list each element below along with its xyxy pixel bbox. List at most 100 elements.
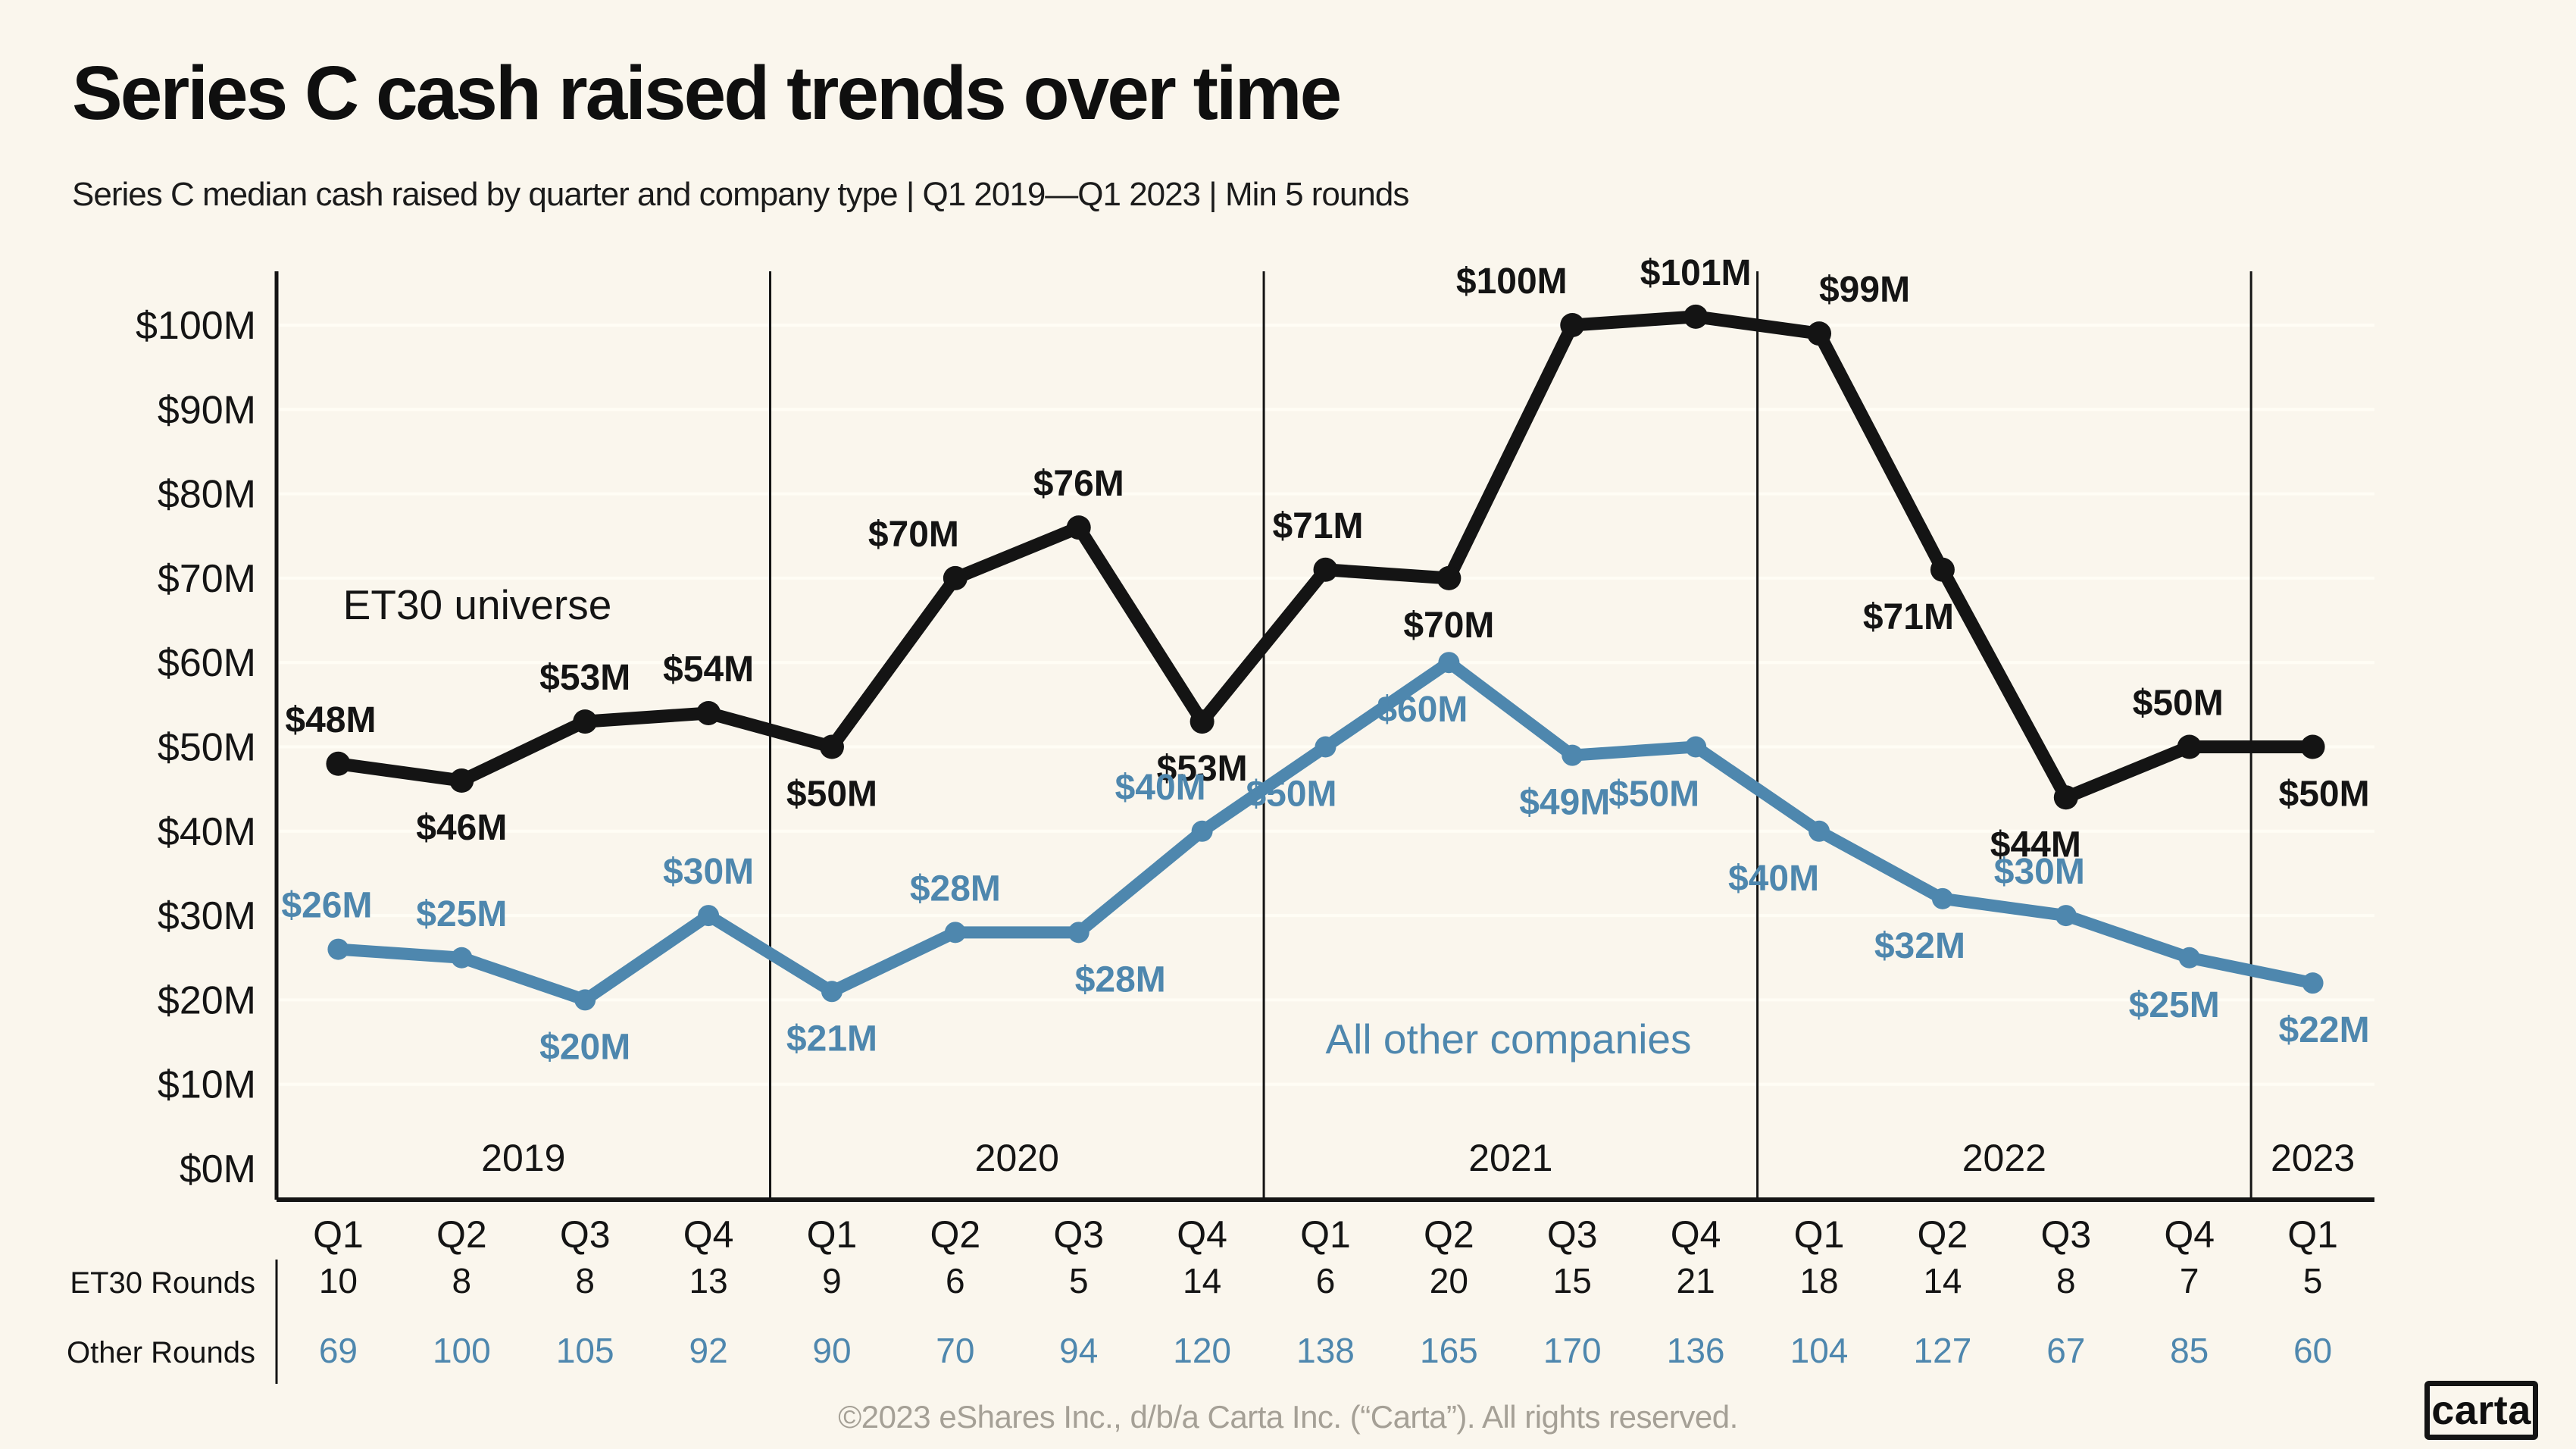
table-cell: 6 (946, 1261, 965, 1300)
page-subtitle: Series C median cash raised by quarter a… (72, 176, 1409, 213)
y-tick-label: $100M (136, 304, 256, 348)
table-row-label: Other Rounds (67, 1336, 255, 1369)
data-point (1191, 820, 1213, 842)
value-label: $101M (1640, 253, 1752, 293)
value-label: $20M (539, 1027, 630, 1067)
table-cell: 105 (556, 1331, 614, 1370)
year-label: 2019 (481, 1137, 565, 1179)
y-tick-label: $70M (158, 557, 256, 601)
value-label: $99M (1819, 270, 1910, 310)
value-label: $30M (663, 852, 754, 892)
table-cell: 90 (812, 1331, 851, 1370)
table-cell: 92 (689, 1331, 728, 1370)
value-label: $40M (1728, 859, 1819, 899)
value-label: $48M (285, 700, 376, 740)
data-point (2178, 947, 2200, 969)
table-cell: 15 (1553, 1261, 1592, 1300)
table-cell: 9 (822, 1261, 842, 1300)
series-name-label: All other companies (1325, 1016, 1691, 1062)
x-tick-label: Q2 (930, 1213, 981, 1256)
y-tick-label: $90M (158, 388, 256, 432)
data-point (1685, 736, 1707, 758)
data-point (698, 905, 720, 927)
table-cell: 120 (1173, 1331, 1231, 1370)
x-tick-label: Q1 (2287, 1213, 2338, 1256)
value-label: $54M (663, 649, 754, 690)
data-point (1930, 557, 1955, 582)
data-point (1190, 709, 1215, 734)
value-label: $70M (868, 515, 959, 555)
data-point (1562, 744, 1583, 766)
value-label: $21M (786, 1019, 877, 1059)
value-label: $71M (1272, 506, 1363, 546)
carta-logo-text: carta (2431, 1388, 2531, 1433)
data-point (696, 700, 721, 725)
x-tick-label: Q2 (436, 1213, 487, 1256)
table-cell: 18 (1799, 1261, 1838, 1300)
x-tick-label: Q2 (1918, 1213, 1968, 1256)
data-point (944, 922, 966, 944)
table-cell: 8 (2056, 1261, 2076, 1300)
data-point (1068, 922, 1089, 944)
carta-logo: carta (2424, 1381, 2538, 1440)
table-cell: 6 (1316, 1261, 1336, 1300)
x-tick-label: Q4 (1177, 1213, 1227, 1256)
value-label: $50M (786, 775, 877, 815)
y-tick-label: $50M (158, 726, 256, 770)
series-name-label: ET30 universe (343, 581, 612, 628)
page-title: Series C cash raised trends over time (72, 51, 1342, 136)
y-tick-label: $10M (158, 1063, 256, 1107)
value-label: $28M (910, 868, 1001, 909)
table-cell: 127 (1914, 1331, 1972, 1370)
data-point (326, 751, 351, 776)
x-tick-label: Q1 (807, 1213, 858, 1256)
value-label: $76M (1033, 464, 1124, 504)
x-tick-label: Q1 (313, 1213, 364, 1256)
table-cell: 8 (575, 1261, 595, 1300)
x-tick-label: Q4 (2164, 1213, 2215, 1256)
table-cell: 21 (1677, 1261, 1715, 1300)
y-tick-label: $60M (158, 641, 256, 685)
data-point (573, 709, 598, 734)
value-label: $50M (2279, 775, 2370, 815)
data-point (819, 734, 844, 759)
value-label: $30M (1994, 852, 2085, 892)
value-label: $32M (1874, 926, 1965, 966)
value-label: $50M (1246, 775, 1336, 815)
data-point (2053, 785, 2078, 810)
year-label: 2023 (2271, 1137, 2355, 1179)
value-label: $28M (1075, 959, 1166, 1000)
table-row-label: ET30 Rounds (70, 1266, 255, 1300)
table-cell: 67 (2046, 1331, 2085, 1370)
data-point (2302, 972, 2324, 994)
table-cell: 20 (1430, 1261, 1468, 1300)
table-cell: 165 (1420, 1331, 1478, 1370)
x-tick-label: Q1 (1300, 1213, 1351, 1256)
table-cell: 5 (1069, 1261, 1089, 1300)
table-cell: 136 (1667, 1331, 1725, 1370)
x-tick-label: Q3 (560, 1213, 611, 1256)
data-point (821, 981, 843, 1003)
x-tick-label: Q4 (1671, 1213, 1721, 1256)
value-label: $53M (539, 658, 630, 698)
year-label: 2022 (1962, 1137, 2046, 1179)
y-tick-label: $20M (158, 978, 256, 1022)
table-cell: 60 (2293, 1331, 2332, 1370)
value-label: $44M (1990, 825, 2081, 865)
table-cell: 13 (689, 1261, 728, 1300)
table-cell: 7 (2180, 1261, 2199, 1300)
x-tick-label: Q3 (1547, 1213, 1598, 1256)
value-label: $60M (1377, 690, 1468, 730)
data-point (1438, 652, 1460, 674)
table-cell: 8 (452, 1261, 472, 1300)
data-point (1436, 565, 1462, 590)
value-label: $100M (1456, 261, 1568, 302)
x-tick-label: Q3 (1053, 1213, 1104, 1256)
table-cell: 69 (319, 1331, 358, 1370)
y-tick-label: $40M (158, 810, 256, 854)
data-point (1560, 313, 1585, 337)
table-cell: 70 (936, 1331, 974, 1370)
x-tick-label: Q3 (2040, 1213, 2091, 1256)
data-point (1683, 304, 1708, 329)
value-label: $50M (2133, 684, 2224, 724)
